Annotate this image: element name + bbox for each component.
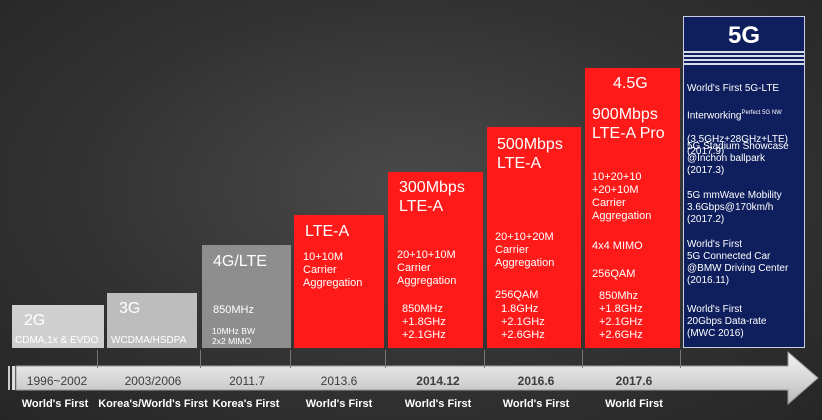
- fiveg-item: World's First 5G-LTE InterworkingPerfect…: [687, 71, 804, 158]
- block-subtitle: 900Mbps LTE-A Pro: [592, 106, 665, 142]
- year-label: 1996~2002: [26, 374, 88, 388]
- block-detail: 10MHz BW 2x2 MIMO: [212, 326, 255, 346]
- fiveg-item-sup: Perfect 5G NW: [741, 110, 782, 116]
- fiveg-title: 5G: [727, 22, 760, 49]
- fiveg-item: 5G mmWave Mobility 3.6Gbps@170km/h (2017…: [687, 190, 782, 225]
- timeline-tick: [97, 350, 98, 368]
- first-label: World's First: [502, 398, 570, 410]
- block-desc: 20+10+10M Carrier Aggregation: [397, 249, 457, 287]
- block-freq: 850MHz: [213, 304, 254, 316]
- block-freq: 850Mhz +1.8GHz +2.1GHz +2.6GHz: [599, 290, 643, 341]
- year-label: 2011.7: [229, 374, 265, 388]
- year-label: 2003/2006: [124, 374, 182, 388]
- block-5g: 5G World's First 5G-LTE InterworkingPerf…: [683, 16, 805, 348]
- block-desc: CDMA,1x & EVDO: [15, 335, 99, 346]
- block-freq: 1.8GHz +2.1GHz +2.6GHz: [501, 303, 545, 341]
- block-title: 4.5G: [613, 75, 648, 92]
- header-line: [684, 51, 804, 53]
- block-title: 500Mbps LTE-A: [497, 136, 563, 172]
- first-label: Korea's/World's First: [98, 398, 208, 410]
- fiveg-item: World's First 5G Connected Car @BMW Driv…: [687, 239, 789, 286]
- fiveg-item-text: Interworking: [687, 110, 742, 122]
- block-4g-lte: 4G/LTE 850MHz 10MHz BW 2x2 MIMO: [202, 245, 291, 348]
- block-title: 3G: [119, 300, 141, 317]
- fiveg-header: 5G: [684, 17, 804, 65]
- year-label: 2013.6: [320, 374, 358, 388]
- block-title: 2G: [24, 312, 46, 329]
- fiveg-item-text: World's First 5G-LTE: [687, 83, 780, 94]
- timeline-tick: [290, 350, 291, 368]
- first-label: World's First: [305, 398, 373, 410]
- fiveg-item: World's First 20Gbps Data-rate (MWC 2016…: [687, 304, 767, 339]
- year-label: 2017.6: [615, 374, 653, 388]
- first-label: World's First: [21, 398, 89, 410]
- block-500mbps: 500Mbps LTE-A 20+10+20M Carrier Aggregat…: [487, 127, 581, 348]
- block-mimo: 4x4 MIMO: [592, 240, 643, 252]
- year-label: 2016.6: [517, 374, 555, 388]
- block-freq: 850MHz +1.8GHz +2.1GHz: [402, 303, 446, 341]
- timeline-tick: [582, 350, 583, 368]
- block-4-5g: 4.5G 900Mbps LTE-A Pro 10+20+10 +20+10M …: [585, 68, 680, 348]
- block-desc: WCDMA/HSDPA: [111, 335, 187, 346]
- timeline-tick: [680, 350, 681, 368]
- block-desc: 10+10M Carrier Aggregation: [303, 251, 363, 289]
- block-title: 4G/LTE: [213, 253, 267, 270]
- block-300mbps: 300Mbps LTE-A 20+10+10M Carrier Aggregat…: [388, 172, 483, 348]
- year-label: 2014.12: [416, 374, 460, 388]
- block-title: LTE-A: [305, 223, 350, 240]
- first-label: Korea's First: [212, 398, 280, 410]
- timeline-tick: [484, 350, 485, 368]
- fiveg-item-text: (3.5GHz+28GHz+LTE) (2017.9): [687, 134, 788, 158]
- block-2g: 2G CDMA,1x & EVDO: [12, 305, 104, 348]
- block-desc: 10+20+10 +20+10M Carrier Aggregation: [592, 171, 652, 222]
- timeline-tick: [200, 350, 201, 368]
- header-line: [684, 59, 804, 61]
- block-lte-a: LTE-A 10+10M Carrier Aggregation: [294, 215, 384, 348]
- header-line: [684, 63, 804, 65]
- block-desc: 20+10+20M Carrier Aggregation: [495, 231, 555, 269]
- block-qam: 256QAM: [592, 268, 636, 280]
- fiveg-item: 5G Stadium Showcase @Inchon ballpark (20…: [687, 141, 789, 176]
- block-3g: 3G WCDMA/HSDPA: [107, 293, 197, 348]
- first-label: World First: [605, 398, 663, 410]
- header-line: [684, 55, 804, 57]
- first-label: World's First: [404, 398, 472, 410]
- block-title: 300Mbps LTE-A: [399, 179, 465, 215]
- timeline-tick: [385, 350, 386, 368]
- block-qam: 256QAM: [495, 289, 539, 301]
